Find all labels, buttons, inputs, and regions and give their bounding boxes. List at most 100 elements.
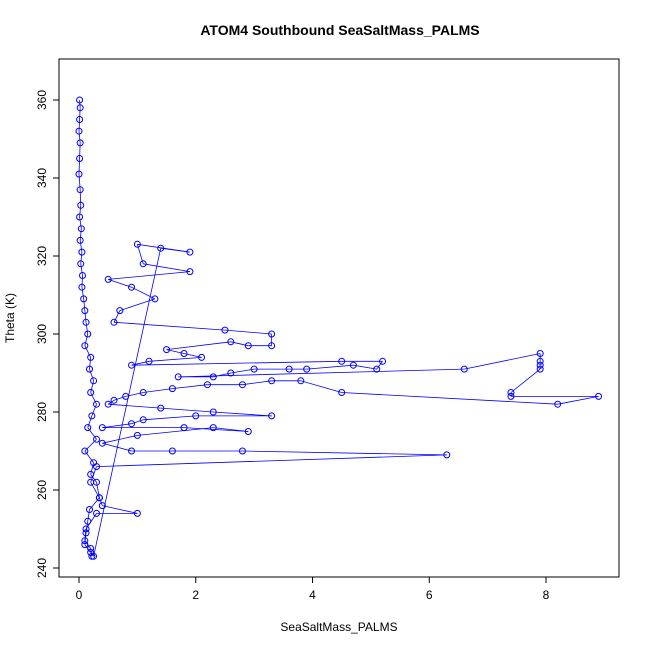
series-line-segment: [79, 240, 83, 253]
data-point: [86, 506, 94, 513]
data-point: [76, 155, 84, 162]
series-line-segment: [107, 399, 115, 405]
data-point: [297, 377, 305, 385]
series-line-segment: [376, 361, 383, 370]
series-line-segment: [213, 427, 249, 432]
series-line-segment: [143, 263, 190, 272]
series-line-segment: [353, 364, 377, 370]
data-point: [82, 318, 90, 326]
series-line-segment: [166, 341, 231, 350]
data-point: [77, 225, 85, 233]
series-line-segment: [464, 353, 541, 370]
series-line-segment: [90, 392, 97, 405]
x-tick-label: 6: [426, 588, 433, 602]
series-line-segment: [93, 248, 162, 557]
series-line-segment: [143, 388, 173, 393]
x-tick-label: 8: [543, 588, 550, 602]
series-line-segment: [113, 321, 225, 331]
series-line-segment: [80, 263, 83, 276]
data-point: [186, 248, 194, 256]
data-point: [238, 447, 246, 455]
series-line-segment: [79, 107, 81, 120]
series-line-segment: [87, 415, 93, 428]
data-point: [373, 365, 381, 373]
series-line-segment: [184, 427, 249, 432]
data-point: [98, 439, 106, 447]
data-point: [443, 451, 451, 459]
data-point: [268, 342, 276, 350]
series-line-segment: [85, 322, 89, 335]
data-point: [76, 186, 84, 194]
y-tick-label: 240: [35, 558, 49, 578]
series-line-segment: [213, 411, 272, 417]
data-point: [90, 377, 98, 385]
series-line-segment: [79, 228, 82, 241]
series-line-segment: [108, 271, 190, 280]
data-point: [238, 381, 246, 389]
data-lines: [78, 99, 599, 557]
series-line-segment: [160, 407, 214, 413]
data-point: [198, 353, 206, 361]
data-point: [79, 272, 87, 279]
series-line-segment: [84, 528, 87, 541]
x-tick-label: 4: [309, 588, 316, 602]
data-point: [338, 357, 346, 365]
data-point: [268, 412, 276, 420]
data-point: [303, 365, 311, 373]
data-point: [95, 494, 103, 502]
series-line-segment: [230, 368, 255, 374]
data-point: [78, 283, 86, 291]
data-point: [87, 470, 95, 478]
data-point: [87, 545, 95, 552]
x-axis: 0 2 4 6 8: [76, 577, 550, 602]
y-axis: 240 260 280 300 320 340 360: [35, 90, 59, 578]
series-line-segment: [242, 380, 272, 386]
series-line-segment: [178, 368, 465, 378]
x-axis-label: SeaSaltMass_PALMS: [280, 620, 397, 634]
data-point: [595, 392, 603, 400]
series-line-segment: [224, 329, 272, 335]
data-point: [75, 170, 83, 178]
series-line-segment: [510, 368, 541, 393]
data-point: [244, 428, 252, 435]
y-tick-label: 300: [35, 324, 49, 344]
series-line-segment: [84, 310, 87, 323]
data-point: [139, 416, 147, 424]
data-point: [163, 346, 171, 354]
series-line-segment: [81, 275, 83, 288]
data-point: [81, 342, 89, 350]
series-line-segment: [83, 298, 86, 311]
data-point: [84, 517, 92, 525]
data-point: [80, 295, 88, 303]
series-line-segment: [300, 380, 342, 393]
y-tick-label: 280: [35, 402, 49, 422]
series-line-segment: [84, 450, 94, 463]
chart-title: ATOM4 Southbound SeaSaltMass_PALMS: [200, 22, 479, 38]
plot-area: [58, 58, 620, 578]
data-point: [192, 412, 200, 420]
data-point: [186, 268, 194, 276]
series-line-segment: [113, 310, 121, 323]
data-point: [122, 392, 130, 400]
series-line-segment: [84, 439, 97, 452]
data-point: [227, 369, 235, 377]
series-line-segment: [102, 442, 132, 452]
data-point: [151, 295, 159, 303]
data-point: [174, 373, 182, 381]
data-point: [128, 283, 136, 291]
series-line-segment: [90, 462, 94, 475]
series-line-segment: [119, 298, 156, 311]
data-point: [87, 353, 95, 361]
data-point: [128, 361, 136, 369]
series-line-segment: [79, 216, 82, 229]
data-point: [98, 502, 106, 510]
series-line-segment: [113, 396, 126, 401]
data-point: [460, 365, 468, 373]
x-tick-label: 2: [192, 588, 199, 602]
series-line-segment: [79, 142, 81, 159]
series-line-segment: [91, 404, 97, 417]
data-point: [221, 326, 229, 334]
data-point: [104, 400, 112, 408]
data-point: [76, 116, 84, 123]
